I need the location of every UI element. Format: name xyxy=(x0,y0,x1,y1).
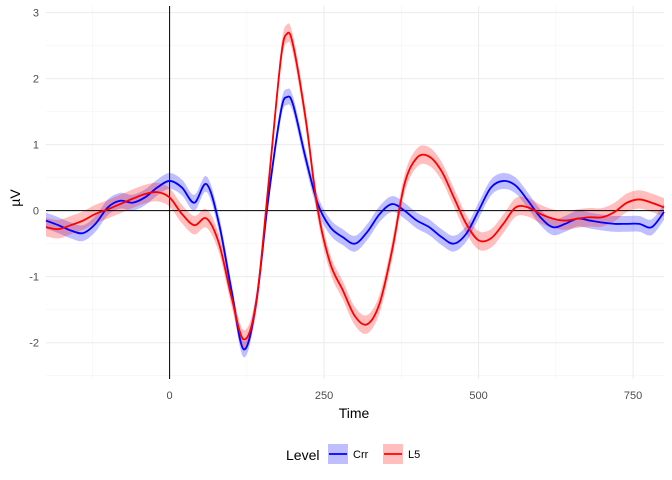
x-tick-labels: 0 250 500 750 xyxy=(167,390,643,402)
ribbon-crr xyxy=(46,88,664,358)
ribbon-l5 xyxy=(46,23,664,349)
y-tick-label: -2 xyxy=(29,338,39,350)
y-tick-labels: -2 -1 0 1 2 3 xyxy=(29,8,39,350)
x-tick-label: 750 xyxy=(624,390,642,402)
x-tick-label: 0 xyxy=(167,390,173,402)
x-tick-label: 500 xyxy=(469,390,487,402)
series-line-l5 xyxy=(45,31,665,341)
y-tick-label: 3 xyxy=(33,8,39,20)
x-axis-title: Time xyxy=(339,405,370,421)
series-line-crr xyxy=(45,95,665,351)
legend-item-crr: Crr xyxy=(328,444,369,464)
y-tick-label: 2 xyxy=(33,74,39,86)
legend-items: Crr L5 xyxy=(328,444,420,464)
legend-label: L5 xyxy=(408,449,420,461)
y-tick-label: 0 xyxy=(33,206,39,218)
y-tick-label: -1 xyxy=(29,272,39,284)
legend: Level Crr L5 xyxy=(286,444,420,464)
legend-title: Level xyxy=(286,447,319,463)
x-tick-label: 250 xyxy=(315,390,333,402)
legend-item-l5: L5 xyxy=(383,444,420,464)
legend-label: Crr xyxy=(353,449,369,461)
y-axis-title: µV xyxy=(7,189,23,207)
series-lines xyxy=(45,31,665,351)
confidence-ribbons xyxy=(46,23,664,358)
y-tick-label: 1 xyxy=(33,140,39,152)
reference-lines xyxy=(46,6,664,379)
